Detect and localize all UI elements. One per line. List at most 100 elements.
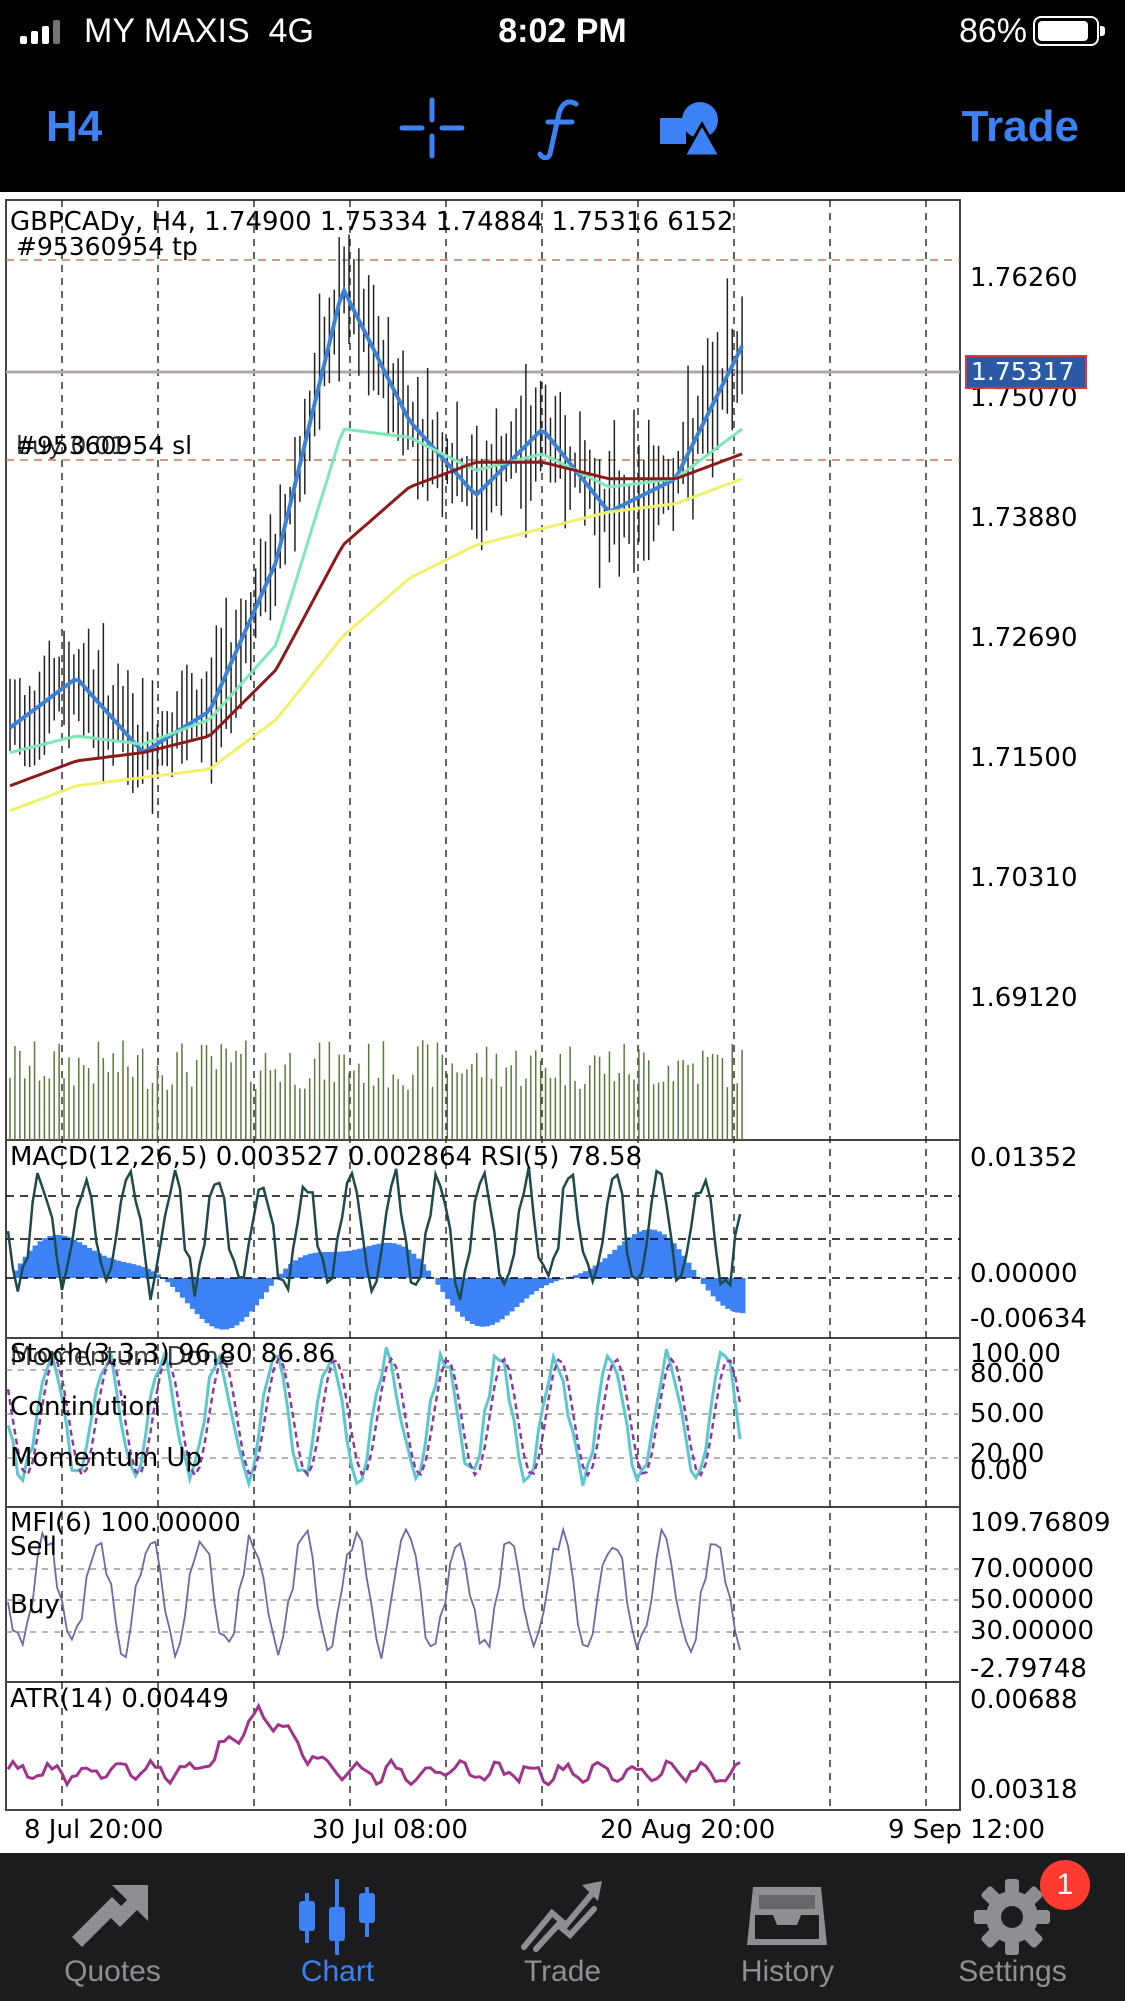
macd-histogram-bar — [258, 1278, 264, 1299]
macd-histogram-bar — [661, 1234, 667, 1278]
macd-histogram-bar — [440, 1278, 446, 1292]
macd-histogram-bar — [627, 1237, 633, 1278]
macd-histogram-bar — [62, 1235, 68, 1278]
macd-histogram-bar — [224, 1278, 230, 1330]
macd-histogram-bar — [740, 1278, 746, 1314]
macd-histogram-bar — [415, 1258, 422, 1278]
macd-histogram-bar — [214, 1278, 220, 1329]
stoch-tick: 80.00 — [970, 1359, 1045, 1389]
price-tick: 1.71500 — [970, 743, 1078, 773]
stoch-tick: 20.00 — [970, 1439, 1045, 1469]
macd-histogram-bar — [499, 1278, 505, 1320]
macd-histogram-bar — [391, 1243, 397, 1278]
tab-quotes[interactable]: Quotes — [0, 1853, 225, 2001]
price-tick: 1.76260 — [970, 263, 1078, 293]
momentum-done-label: Momentum Done — [10, 1342, 235, 1372]
macd-histogram-bar — [558, 1278, 564, 1280]
macd-histogram-bar — [71, 1239, 78, 1278]
macd-histogram-bar — [381, 1242, 387, 1278]
tab-label: Trade — [523, 1955, 602, 1988]
macd-histogram-bar — [248, 1278, 255, 1312]
stoch-k-line — [6, 1346, 742, 1490]
macd-histogram-bar — [533, 1278, 540, 1292]
macd-histogram-bar — [518, 1278, 525, 1303]
tab-chart[interactable]: Chart — [225, 1853, 450, 2001]
macd-histogram-bar — [460, 1278, 466, 1317]
macd-histogram-bar — [577, 1273, 584, 1278]
price-chart[interactable] — [0, 192, 1125, 1853]
tab-history[interactable]: History — [675, 1853, 900, 2001]
chart-frame — [5, 199, 961, 1811]
function-icon[interactable] — [536, 96, 586, 160]
stoch-label: Stoch(3,3,3) 96.80 86.86 — [10, 1339, 336, 1369]
macd-histogram-bar — [278, 1273, 284, 1278]
price-tick: 1.69120 — [970, 983, 1078, 1013]
current-price-tag: 1.75317 — [965, 355, 1087, 389]
macd-histogram-bar — [238, 1278, 245, 1322]
macd-histogram-bar — [317, 1252, 323, 1278]
macd-histogram-bar — [106, 1257, 112, 1278]
mfi-line — [7, 1526, 741, 1660]
macd-histogram-bar — [22, 1256, 29, 1278]
macd-histogram-bar — [57, 1234, 63, 1278]
macd-histogram-bar — [52, 1235, 58, 1278]
trade-button[interactable]: Trade — [961, 102, 1079, 151]
mfi-tick: 70.00000 — [970, 1554, 1095, 1584]
chart-area[interactable]: GBPCADy, H4, 1.74900 1.75334 1.74884 1.7… — [0, 192, 1125, 1853]
macd-histogram-bar — [622, 1241, 628, 1278]
stoch-d-line — [6, 1356, 742, 1478]
moving-average-line — [8, 285, 744, 755]
mfi-buy-label: Buy — [10, 1590, 60, 1620]
macd-histogram-bar — [199, 1278, 206, 1319]
crosshair-icon[interactable] — [398, 96, 466, 160]
time-tick: 30 Jul 08:00 — [312, 1815, 468, 1845]
macd-histogram-bar — [371, 1244, 377, 1278]
time-tick: 9 Sep 12:00 — [888, 1815, 1046, 1845]
tab-trade[interactable]: Trade — [450, 1853, 675, 2001]
macd-histogram-bar — [351, 1249, 358, 1278]
macd-histogram-bar — [32, 1245, 38, 1278]
macd-histogram-bar — [514, 1278, 520, 1308]
macd-histogram-bar — [170, 1278, 176, 1287]
tab-settings[interactable]: Settings — [900, 1853, 1125, 2001]
macd-histogram-bar — [130, 1264, 137, 1278]
battery-icon — [1033, 16, 1105, 46]
moving-average-line — [9, 427, 744, 755]
atr-tick: 0.00318 — [970, 1775, 1078, 1805]
macd-histogram-bar — [607, 1254, 613, 1278]
macd-histogram-bar — [91, 1250, 97, 1278]
macd-histogram-bar — [184, 1278, 191, 1304]
macd-histogram-bar — [420, 1264, 427, 1278]
trade-icon — [521, 1881, 602, 1952]
macd-histogram-bar — [666, 1238, 672, 1278]
tab-label: Chart — [300, 1955, 375, 1988]
macd-histogram-bar — [730, 1278, 736, 1312]
status-bar: MY MAXIS 4G 8:02 PM 86% — [0, 0, 1125, 62]
mfi-label: MFI(6) 100.00000 — [10, 1508, 241, 1538]
macd-histogram-bar — [725, 1278, 731, 1309]
timeframe-button[interactable]: H4 — [46, 102, 103, 151]
macd-histogram-bar — [150, 1271, 156, 1278]
macd-histogram-bar — [219, 1278, 225, 1330]
macd-histogram-bar — [179, 1278, 186, 1298]
chart-header: GBPCADy, H4, 1.74900 1.75334 1.74884 1.7… — [10, 207, 734, 237]
macd-histogram-bar — [396, 1244, 402, 1278]
macd-histogram-bar — [268, 1278, 274, 1286]
macd-histogram-bar — [125, 1263, 132, 1278]
macd-histogram-bar — [509, 1278, 515, 1312]
macd-histogram-bar — [646, 1229, 653, 1278]
macd-histogram-bar — [548, 1278, 554, 1284]
macd-histogram-bar — [617, 1245, 623, 1278]
carrier-name: MY MAXIS — [84, 12, 250, 50]
tp-label: #95360954 tp — [16, 232, 198, 261]
objects-icon[interactable] — [656, 96, 724, 160]
macd-histogram-bar — [101, 1255, 107, 1278]
stoch-tick: 100.00 — [970, 1339, 1061, 1369]
macd-histogram-bar — [155, 1274, 161, 1278]
mfi-tick: 109.76809 — [970, 1508, 1111, 1538]
macd-histogram-bar — [425, 1270, 432, 1278]
clock: 8:02 PM — [498, 12, 627, 50]
macd-histogram-bar — [573, 1275, 579, 1278]
macd-histogram-bar — [469, 1278, 476, 1325]
macd-histogram-bar — [283, 1268, 289, 1278]
